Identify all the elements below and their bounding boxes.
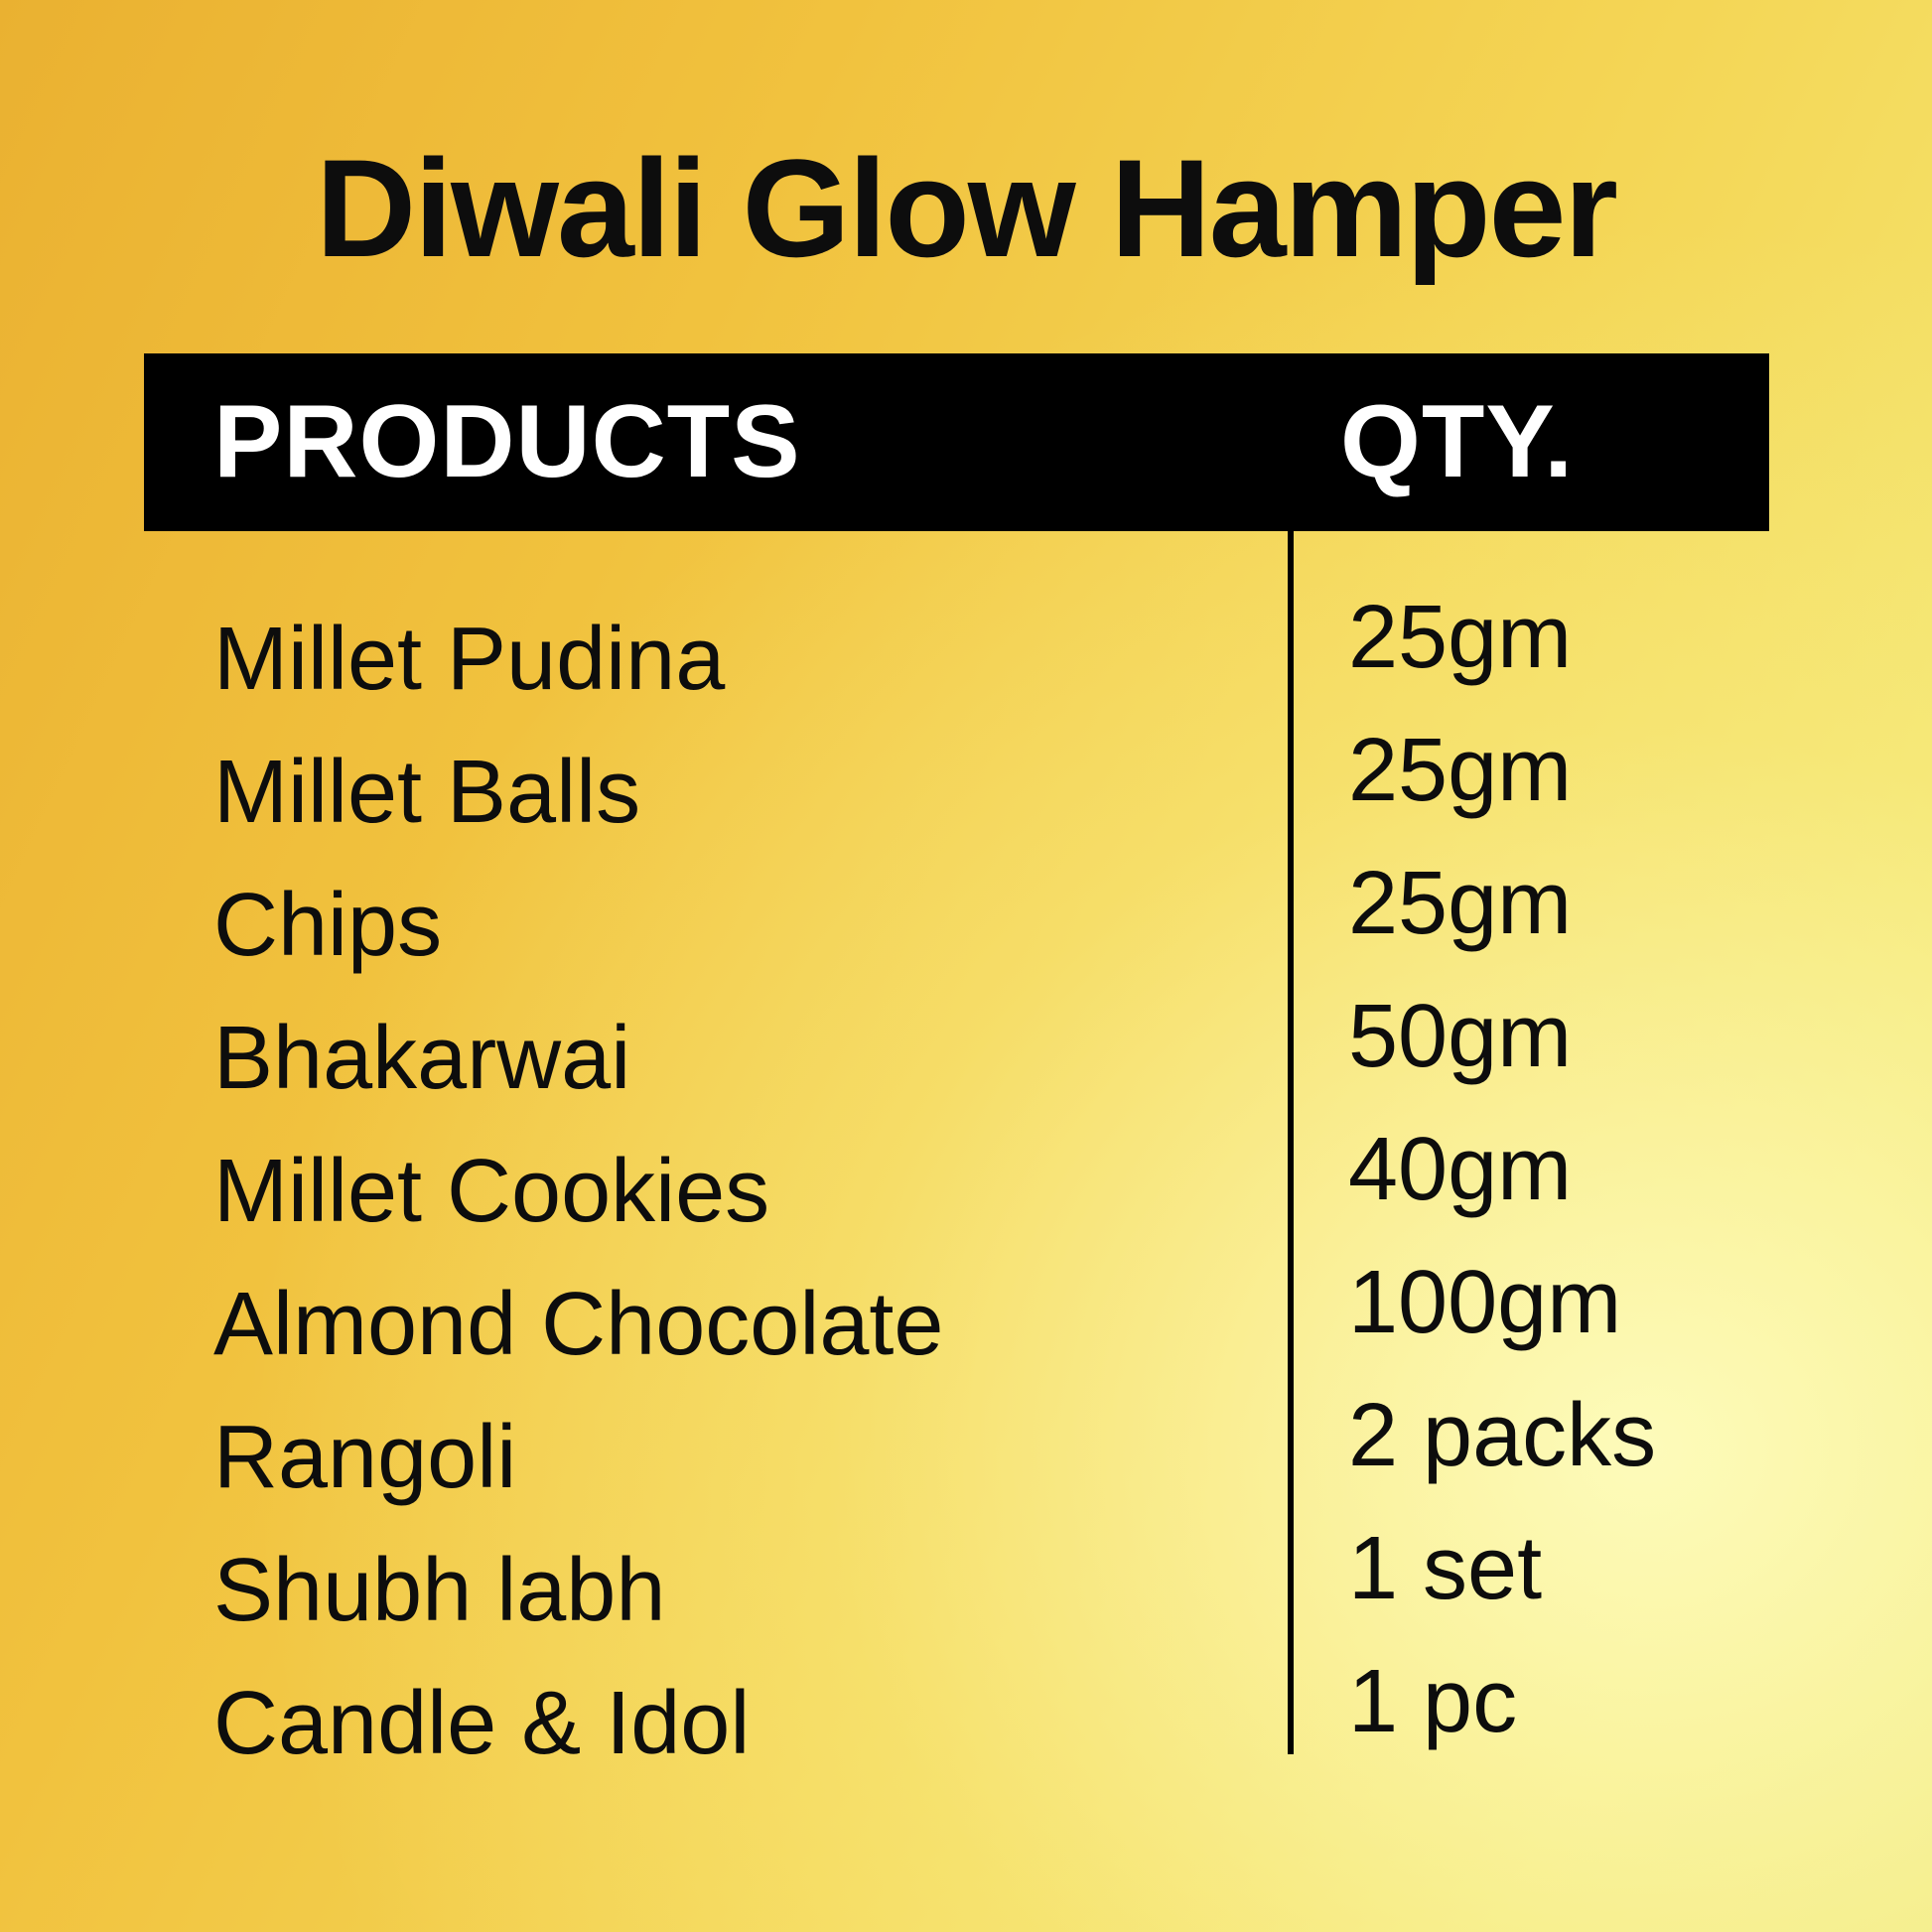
products-column-header: PRODUCTS (213, 384, 801, 499)
product-qty: 25gm (1348, 588, 1573, 687)
product-qty: 25gm (1348, 854, 1573, 953)
product-name: Millet Pudina (213, 610, 726, 709)
page-title: Diwali Glow Hamper (316, 130, 1618, 286)
product-qty: 100gm (1348, 1253, 1622, 1352)
product-qty: 1 set (1348, 1519, 1543, 1618)
product-name: Millet Balls (213, 743, 641, 842)
qty-column-header: QTY. (1340, 384, 1575, 499)
product-qty: 50gm (1348, 987, 1573, 1086)
product-name: Shubh labh (213, 1541, 666, 1640)
column-divider (1288, 531, 1294, 1754)
product-qty: 25gm (1348, 721, 1573, 820)
product-name: Rangoli (213, 1408, 517, 1507)
product-name: Almond Chocolate (213, 1275, 944, 1374)
product-name: Candle & Idol (213, 1674, 751, 1773)
table-header: PRODUCTS QTY. (144, 353, 1769, 531)
product-qty: 40gm (1348, 1120, 1573, 1219)
product-name: Millet Cookies (213, 1142, 770, 1241)
products-list: Millet Pudina Millet Balls Chips Bhakarwai M… (213, 593, 943, 1790)
product-qty: 1 pc (1348, 1652, 1518, 1751)
product-qty: 2 packs (1348, 1386, 1657, 1485)
product-name: Bhakarwai (213, 1009, 631, 1108)
product-name: Chips (213, 876, 443, 975)
qty-list: 25gm 25gm 25gm 50gm 40gm 100gm 2 packs 1 set 1 p… (1348, 571, 1656, 1768)
